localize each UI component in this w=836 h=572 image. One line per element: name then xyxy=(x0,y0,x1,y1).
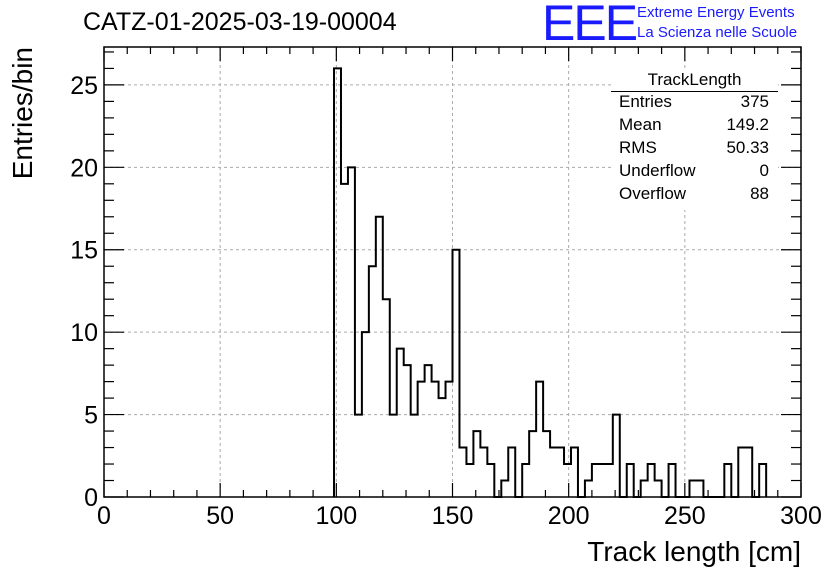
x-tick-label: 100 xyxy=(315,502,357,530)
stats-key: Underflow xyxy=(619,161,696,180)
histogram-bin xyxy=(369,266,376,497)
histogram-bin xyxy=(696,481,703,497)
histogram-bin xyxy=(453,250,460,497)
histogram-bin xyxy=(383,299,390,497)
histogram-bin xyxy=(689,481,696,497)
histogram-bin xyxy=(334,68,341,497)
histogram-bin xyxy=(529,431,536,497)
x-tick-label: 150 xyxy=(432,502,474,530)
histogram-bin xyxy=(648,464,655,497)
histogram-bin xyxy=(745,448,752,497)
histogram-bin xyxy=(473,431,480,497)
stats-row-entries: Entries 375 xyxy=(619,92,769,115)
histogram-bin xyxy=(627,464,634,497)
histogram-bin xyxy=(508,448,515,497)
histogram-bin xyxy=(376,217,383,497)
histogram-bin xyxy=(585,481,592,497)
y-tick-label: 20 xyxy=(70,154,98,182)
histogram-bin xyxy=(724,464,731,497)
y-axis-label: Entries/bin xyxy=(7,47,38,179)
histogram-bin xyxy=(425,365,432,497)
stats-box: TrackLength Entries 375 Mean 149.2 RMS 5… xyxy=(611,68,778,210)
histogram-bin xyxy=(432,382,439,497)
histogram-bin xyxy=(418,382,425,497)
histogram-bin xyxy=(439,398,446,497)
histogram-bin xyxy=(404,365,411,497)
histogram-bin xyxy=(487,464,494,497)
histogram-bin xyxy=(390,415,397,497)
histogram-bin xyxy=(613,415,620,497)
histogram-bin xyxy=(669,464,676,497)
stats-divider xyxy=(611,91,778,92)
logo-line2: La Scienza nelle Scuole xyxy=(637,24,798,41)
logo-line1: Extreme Energy Events xyxy=(637,4,795,21)
stats-key: Entries xyxy=(619,92,672,111)
histogram-bin xyxy=(446,382,453,497)
stats-key: Mean xyxy=(619,115,662,134)
histogram-bin xyxy=(738,448,745,497)
histogram-bin xyxy=(411,415,418,497)
histogram-bin xyxy=(641,481,648,497)
histogram-bin xyxy=(348,167,355,497)
x-tick-label: 50 xyxy=(206,502,234,530)
stats-value: 0 xyxy=(759,161,769,180)
x-tick-label: 0 xyxy=(97,502,111,530)
histogram-bin xyxy=(536,382,543,497)
plot-title: CATZ-01-2025-03-19-00004 xyxy=(83,8,397,36)
y-tick-label: 10 xyxy=(70,319,98,347)
histogram-bin xyxy=(606,464,613,497)
x-tick-label: 300 xyxy=(780,502,822,530)
histogram-bin xyxy=(543,431,550,497)
stats-row-underflow: Underflow 0 xyxy=(619,161,769,184)
y-tick-label: 25 xyxy=(70,72,98,100)
histogram-bin xyxy=(480,448,487,497)
stats-value: 88 xyxy=(750,184,769,203)
x-tick-label: 250 xyxy=(664,502,706,530)
y-tick-label: 5 xyxy=(84,402,98,430)
histogram-bin xyxy=(459,448,466,497)
histogram-bin xyxy=(355,415,362,497)
histogram-bin xyxy=(655,481,662,497)
stats-key: RMS xyxy=(619,138,657,157)
histogram-bin xyxy=(571,448,578,497)
x-tick-label: 200 xyxy=(548,502,590,530)
eee-logo: EEE xyxy=(542,0,638,51)
y-tick-label: 15 xyxy=(70,237,98,265)
histogram-bin xyxy=(341,184,348,497)
stats-value: 50.33 xyxy=(726,138,769,157)
histogram-bin xyxy=(397,349,404,497)
histogram-bin xyxy=(592,464,599,497)
histogram-bin xyxy=(466,464,473,497)
stats-name: TrackLength xyxy=(647,70,742,89)
histogram-bin xyxy=(557,448,564,497)
stats-row-mean: Mean 149.2 xyxy=(619,115,769,138)
stats-key: Overflow xyxy=(619,184,687,203)
stats-value: 375 xyxy=(740,92,769,111)
y-tick-label: 0 xyxy=(84,484,98,512)
x-axis-label: Track length [cm] xyxy=(587,536,801,567)
histogram-bin xyxy=(362,332,369,497)
histogram-bin xyxy=(522,464,529,497)
histogram-bin xyxy=(599,464,606,497)
stats-row-overflow: Overflow 88 xyxy=(619,184,769,207)
histogram-bin xyxy=(759,464,766,497)
stats-row-rms: RMS 50.33 xyxy=(619,138,769,161)
histogram-bin xyxy=(550,448,557,497)
histogram-bin xyxy=(501,481,508,497)
histogram-bin xyxy=(564,464,571,497)
stats-value: 149.2 xyxy=(726,115,769,134)
